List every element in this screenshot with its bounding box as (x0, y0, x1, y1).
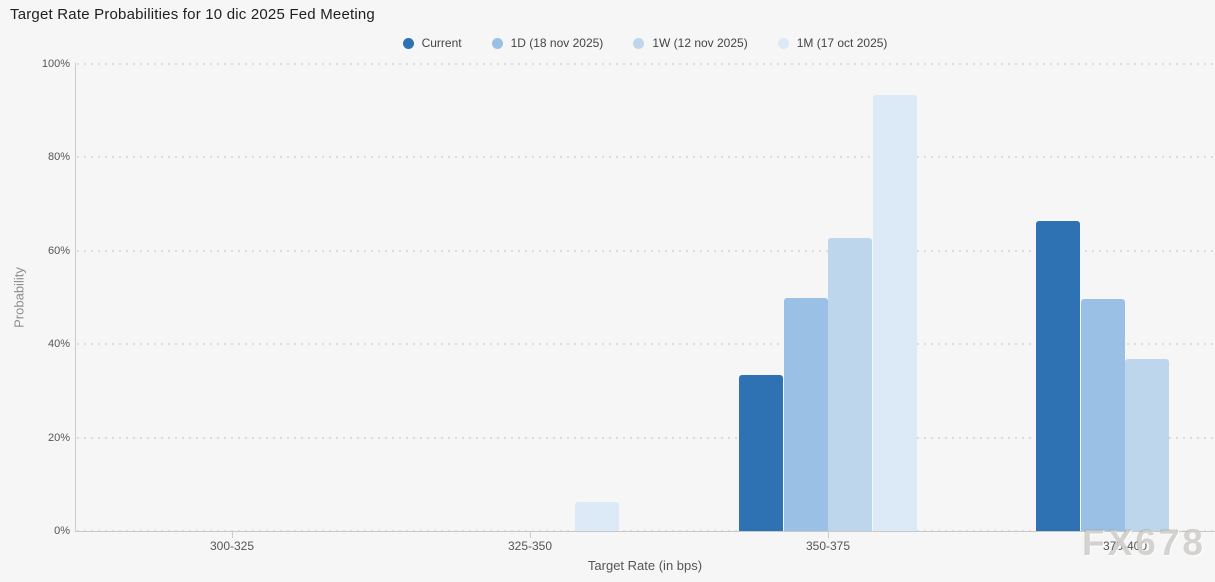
gridline-20 (77, 436, 1215, 439)
gridline-40 (77, 343, 1215, 345)
bar-current-375-400[interactable] (1035, 221, 1080, 531)
legend-label: 1W (12 nov 2025) (652, 36, 748, 50)
legend-dot-icon (491, 37, 503, 49)
legend-dot-icon (402, 37, 414, 49)
bar-1d-18-nov-2025-375-400[interactable] (1080, 298, 1125, 531)
y-tick-label-60: 60% (47, 244, 70, 257)
y-tick-label-40: 40% (47, 338, 70, 350)
legend-label: 1D (18 nov 2025) (510, 36, 604, 50)
x-category-label-300-325: 300-325 (209, 539, 255, 553)
y-axis-title: Probability (11, 267, 27, 328)
legend-dot-icon (633, 37, 645, 49)
y-tick-label-0: 0% (54, 525, 70, 537)
legend-dot-icon (777, 37, 789, 49)
legend-label: 1M (17 oct 2025) (796, 36, 888, 50)
x-axis-line (75, 531, 1215, 532)
legend-item-1w-12-nov-2025[interactable]: 1W (12 nov 2025) (633, 36, 748, 50)
x-tick-300-325 (232, 532, 233, 538)
gridline-80 (77, 156, 1215, 158)
chart-title: Target Rate Probabilities for 10 dic 202… (10, 6, 375, 23)
x-category-label-375-400: 375-400 (1102, 539, 1148, 553)
x-category-label-325-350: 325-350 (507, 539, 553, 553)
legend-item-1d-18-nov-2025[interactable]: 1D (18 nov 2025) (491, 36, 604, 50)
x-axis-title: Target Rate (in bps) (587, 558, 703, 573)
bar-1m-17-oct-2025-350-375[interactable] (873, 94, 918, 531)
bar-1d-18-nov-2025-350-375[interactable] (783, 297, 828, 531)
gridline-100 (77, 62, 1215, 65)
x-tick-325-350 (530, 532, 531, 538)
bar-1w-12-nov-2025-350-375[interactable] (828, 238, 873, 531)
bar-1w-12-nov-2025-375-400[interactable] (1125, 358, 1170, 531)
y-tick-label-20: 20% (47, 431, 70, 444)
x-tick-350-375 (828, 532, 829, 538)
x-tick-375-400 (1125, 532, 1126, 538)
y-tick-label-100: 100% (41, 57, 70, 70)
y-tick-label-80: 80% (47, 151, 70, 163)
gridline-60 (77, 249, 1215, 252)
legend-item-current[interactable]: Current (402, 36, 462, 50)
legend-item-1m-17-oct-2025[interactable]: 1M (17 oct 2025) (777, 36, 888, 50)
x-category-label-350-375: 350-375 (805, 539, 851, 553)
bar-1m-17-oct-2025-325-350[interactable] (575, 502, 620, 531)
legend: Current 1D (18 nov 2025) 1W (12 nov 2025) 1… (75, 36, 1215, 50)
bar-current-350-375[interactable] (738, 374, 783, 531)
legend-label: Current (421, 36, 462, 50)
y-axis-line (75, 63, 76, 531)
